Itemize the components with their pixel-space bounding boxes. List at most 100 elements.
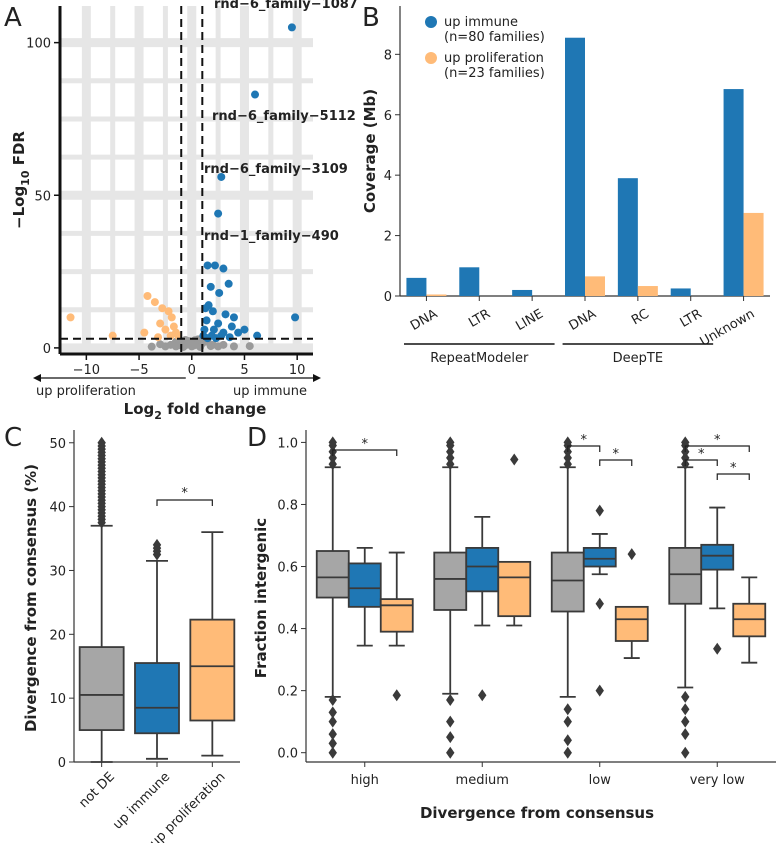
data-point — [208, 307, 217, 316]
panel-label-a: A — [4, 3, 22, 33]
box — [550, 551, 585, 613]
bar — [637, 286, 658, 296]
outlier-point — [446, 436, 455, 449]
data-point — [181, 335, 190, 344]
data-point — [217, 172, 226, 181]
outlier-point — [328, 451, 337, 464]
direction-label-right: up immune — [233, 384, 307, 399]
outlier-point — [328, 737, 337, 750]
y-tick-label: 50 — [49, 437, 66, 452]
data-point — [291, 313, 300, 322]
x-axis-label: Log2 fold change — [124, 400, 267, 422]
outlier-point — [478, 689, 487, 702]
significance-star: * — [730, 461, 737, 476]
outlier-point — [595, 597, 604, 610]
data-point — [140, 328, 149, 337]
x-tick-label: RC — [629, 307, 652, 329]
outlier-point — [328, 728, 337, 741]
outlier-point — [510, 453, 519, 466]
outlier-point — [328, 458, 337, 471]
data-point — [214, 319, 223, 328]
outlier-point — [563, 715, 572, 728]
x-tick-label: LTR — [678, 307, 705, 331]
y-axis-label-main: −Log — [10, 186, 28, 229]
significance-star: * — [613, 447, 620, 462]
box — [379, 598, 414, 633]
box — [134, 662, 180, 735]
x-tick-label: medium — [456, 773, 509, 788]
bar — [743, 212, 764, 296]
x-tick-label: LINE — [513, 307, 546, 334]
data-point — [224, 279, 233, 288]
y-tick-label: 0 — [384, 290, 392, 305]
y-tick-label: 40 — [49, 501, 66, 516]
box — [315, 550, 350, 599]
outlier-point — [392, 689, 401, 702]
data-point — [156, 319, 165, 328]
bar — [406, 277, 427, 296]
data-point — [234, 328, 243, 337]
legend-label: up immune — [444, 15, 518, 30]
data-point — [166, 331, 175, 340]
legend-sublabel: (n=23 families) — [444, 66, 545, 81]
y-axis-label-sub: 10 — [19, 170, 32, 186]
arrow-right-head — [313, 374, 321, 382]
y-tick-label: 0.0 — [277, 747, 298, 762]
outlier-point — [97, 436, 106, 449]
data-point — [225, 333, 234, 342]
y-axis-label: Coverage (Mb) — [361, 89, 379, 213]
x-tick-label: 10 — [289, 363, 306, 378]
box — [668, 547, 703, 605]
y-tick-label: 0 — [43, 342, 51, 357]
data-point — [154, 333, 163, 342]
group-label: DeepTE — [613, 351, 663, 366]
data-point — [164, 307, 173, 316]
y-axis-label: Divergence from consensus (%) — [22, 464, 40, 732]
box — [78, 646, 125, 731]
point-annotation: rnd−6_family−1087 — [214, 0, 358, 12]
significance-bracket — [599, 459, 633, 466]
x-tick-label: −10 — [73, 363, 100, 378]
x-tick-label: very low — [690, 773, 745, 788]
significance-bracket — [684, 445, 750, 452]
panel-label-b: B — [362, 3, 380, 33]
x-tick-label: DNA — [567, 307, 599, 334]
significance-star: * — [181, 486, 188, 501]
significance-bracket — [684, 459, 718, 466]
y-tick-label: 0.8 — [277, 498, 298, 513]
bar — [723, 89, 744, 297]
x-axis-label-rest: fold change — [162, 400, 266, 418]
data-point — [219, 340, 228, 349]
data-point — [158, 304, 167, 313]
box — [497, 560, 532, 618]
arrow-left-head — [33, 374, 41, 382]
y-tick-label: 2 — [384, 230, 392, 245]
point-annotation: rnd−6_family−3109 — [204, 162, 348, 177]
intergenic-boxplot: 0.0 0.2 0.4 0.6 0.8 1.0 high medium low very low *… — [252, 430, 776, 822]
data-point — [253, 331, 262, 340]
data-point — [161, 325, 170, 334]
point-annotation: rnd−6_family−5112 — [212, 109, 356, 124]
y-tick-label: 100 — [26, 37, 51, 52]
data-point — [209, 325, 218, 334]
y-tick-label: 30 — [49, 564, 66, 579]
data-point — [229, 342, 238, 351]
outlier-point — [563, 451, 572, 464]
outlier-point — [681, 746, 690, 759]
outlier-point — [446, 445, 455, 458]
box — [465, 547, 500, 593]
data-point — [227, 322, 236, 331]
x-tick-label: 0 — [188, 363, 196, 378]
y-tick-label: 0.2 — [277, 685, 298, 700]
data-point — [287, 23, 296, 32]
significance-bracket — [716, 473, 750, 480]
outlier-point — [595, 504, 604, 517]
significance-star: * — [714, 433, 721, 448]
data-point — [203, 261, 212, 270]
significance-bracket — [332, 449, 398, 456]
data-point — [202, 316, 211, 325]
bar — [459, 267, 480, 296]
outlier-point — [563, 734, 572, 747]
outlier-point — [446, 458, 455, 471]
